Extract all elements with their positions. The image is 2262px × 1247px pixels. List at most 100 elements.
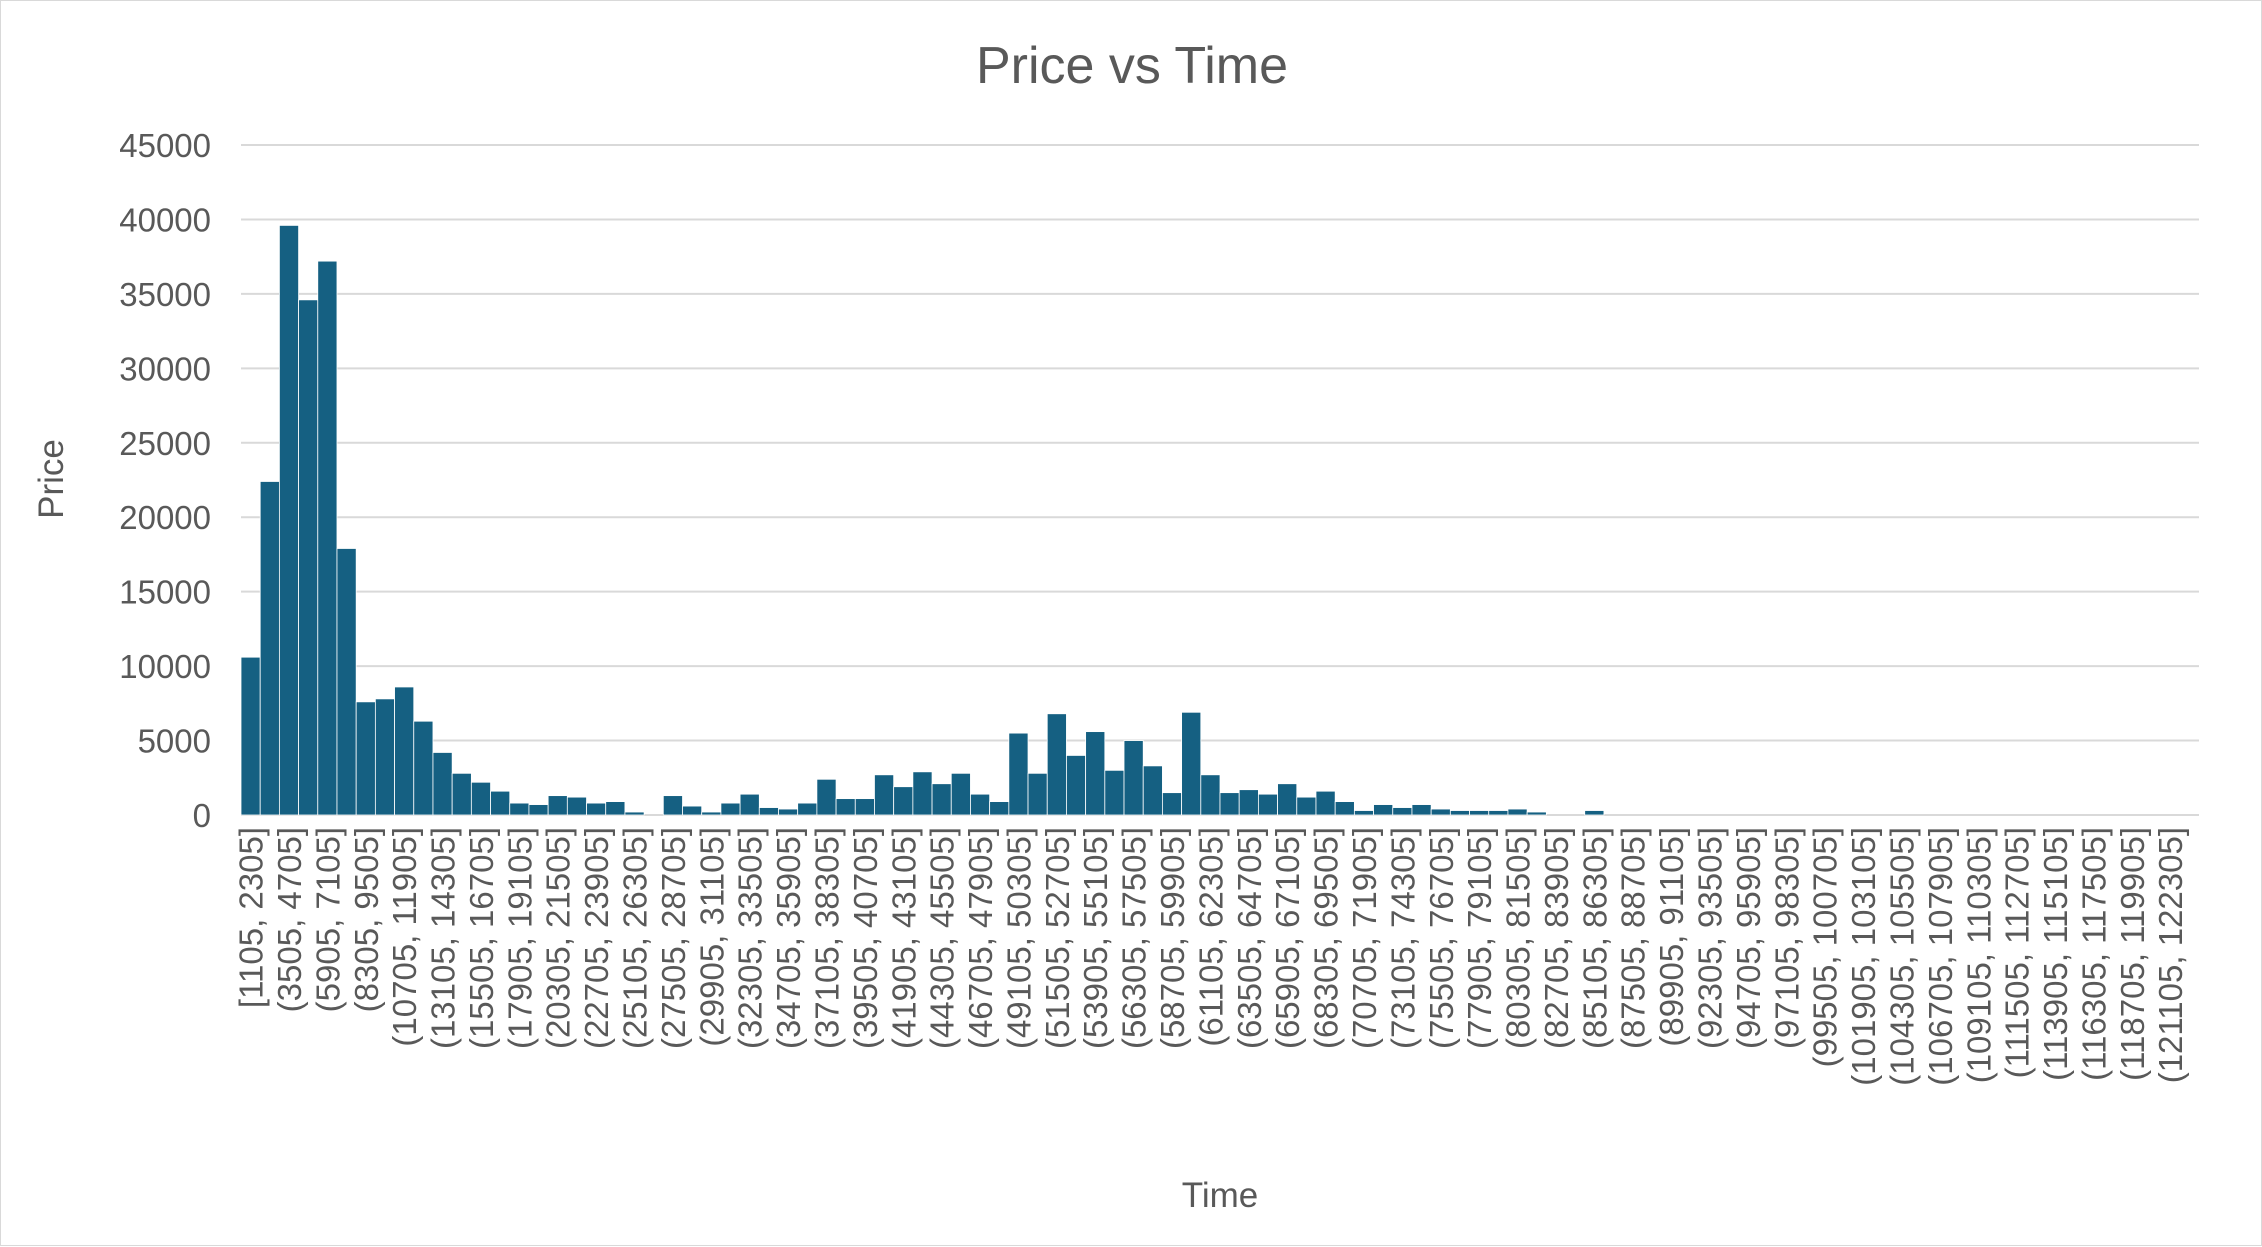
bar: (61105, 62305]: 2700: [1200, 774, 1221, 816]
bar: (9505, 10705]: 7800: [374, 698, 395, 816]
bar: (27505, 28705]: 1300: [662, 795, 683, 816]
bar: (76705, 77905]: 300: [1449, 810, 1470, 816]
bar: [1105, 2305]: 10600: [240, 656, 261, 816]
x-tick-label: (82705, 83905]: [1538, 827, 1575, 1049]
x-tick-label: (87505, 88705]: [1615, 827, 1652, 1049]
x-tick-label: (25105, 26305]: [617, 827, 654, 1049]
bar: (41905, 43105]: 1900: [893, 786, 914, 816]
bar: (44305, 45505]: 2100: [931, 783, 952, 816]
x-tick-label: (46705, 47905]: [962, 827, 999, 1049]
bar: (25105, 26305]: 200: [624, 811, 645, 816]
gridlines: [241, 144, 2199, 816]
x-tick-label: (22705, 23905]: [578, 827, 615, 1049]
x-tick-label: (113905, 115105]: [2037, 827, 2074, 1081]
x-tick-label: (61105, 62305]: [1192, 827, 1229, 1047]
x-tick-label: (3505, 4705]: [271, 827, 308, 1012]
bar: (7105, 8305]: 17900: [336, 548, 357, 816]
bar: (74305, 75505]: 700: [1411, 804, 1432, 816]
y-tick-label: 30000: [119, 350, 211, 387]
x-tick-label: (15505, 16705]: [463, 827, 500, 1049]
bar: (77905, 79105]: 300: [1469, 810, 1490, 816]
x-tick-label: (56305, 57505]: [1116, 827, 1153, 1049]
bar: (15505, 16705]: 2200: [470, 781, 491, 816]
bar: (31105, 32305]: 800: [720, 802, 741, 816]
x-tick-label: (94705, 95905]: [1730, 827, 1767, 1049]
bars: [1105, 2305]: 10600(2305, 3505]: 22400(3…: [240, 224, 1605, 816]
x-tick-label: (116305, 117505]: [2075, 827, 2112, 1081]
y-tick-label: 15000: [119, 574, 211, 611]
bar: (81505, 82705]: 200: [1526, 811, 1547, 816]
bar: (22705, 23905]: 800: [586, 802, 607, 816]
x-tick-label: (70705, 71905]: [1346, 827, 1383, 1049]
bar: (49105, 50305]: 5500: [1008, 732, 1029, 816]
bar: (63505, 64705]: 1700: [1238, 789, 1259, 816]
bar: (75505, 76705]: 400: [1430, 808, 1451, 816]
bar: (5905, 7105]: 37200: [317, 260, 338, 816]
bar: (70705, 71905]: 300: [1353, 810, 1374, 816]
bar: (39505, 40705]: 1100: [854, 798, 875, 816]
bar: (28705, 29905]: 600: [682, 805, 703, 816]
bar: (67105, 68305]: 1200: [1296, 796, 1317, 816]
bar: (3505, 4705]: 39600: [278, 224, 299, 816]
y-tick-label: 20000: [119, 499, 211, 536]
bar: (85105, 86305]: 300: [1584, 810, 1605, 816]
y-tick-label: 40000: [119, 201, 211, 238]
x-tick-label: (32305, 33505]: [732, 827, 769, 1049]
bar: (16705, 17905]: 1600: [490, 790, 511, 816]
x-tick-label: (13105, 14305]: [425, 827, 462, 1049]
x-tick-label: (68305, 69505]: [1308, 827, 1345, 1049]
y-tick-label: 10000: [119, 648, 211, 685]
bar: (64705, 65905]: 1400: [1257, 793, 1278, 816]
chart-title: Price vs Time: [976, 37, 1288, 95]
bar: (33505, 34705]: 500: [758, 807, 779, 816]
x-tick-label: (92305, 93505]: [1692, 827, 1729, 1049]
bar: (69505, 70705]: 900: [1334, 801, 1355, 816]
bar: (11905, 13105]: 6300: [413, 720, 434, 816]
y-tick-label: 0: [193, 797, 211, 834]
bar: (4705, 5905]: 34600: [298, 299, 319, 816]
bar: (23905, 25105]: 900: [605, 801, 626, 816]
x-tick-label: (80305, 81505]: [1500, 827, 1537, 1049]
bar: (46705, 47905]: 1400: [970, 793, 991, 816]
x-tick-label: (20305, 21505]: [540, 827, 577, 1049]
bar: (40705, 41905]: 2700: [874, 774, 895, 816]
x-tick-label: (5905, 7105]: [309, 827, 346, 1012]
x-tick-label: (106705, 107905]: [1922, 827, 1959, 1086]
bar: (38305, 39505]: 1100: [835, 798, 856, 816]
bar: (55105, 56305]: 3000: [1104, 769, 1125, 816]
bar: (34705, 35905]: 400: [778, 808, 799, 816]
x-tick-label: (101905, 103105]: [1845, 827, 1882, 1086]
bar: (59905, 61105]: 6900: [1181, 711, 1202, 816]
bar: (13105, 14305]: 4200: [432, 752, 453, 816]
x-tick-label: (58705, 59905]: [1154, 827, 1191, 1049]
y-axis-title: Price: [32, 439, 71, 519]
x-tick-label: (104305, 105505]: [1883, 827, 1920, 1086]
bar: (2305, 3505]: 22400: [259, 481, 280, 816]
x-tick-label: [1105, 2305]: [233, 827, 270, 1008]
y-tick-label: 45000: [119, 127, 211, 164]
bar: (19105, 20305]: 700: [528, 804, 549, 816]
bar: (14305, 15505]: 2800: [451, 772, 472, 816]
x-tick-label: (49105, 50305]: [1000, 827, 1037, 1049]
x-tick-label: (17905, 19105]: [501, 827, 538, 1049]
y-tick-label: 5000: [138, 723, 211, 760]
bar: (45505, 46705]: 2800: [950, 772, 971, 816]
x-tick-label: (89905, 91105]: [1653, 827, 1690, 1047]
y-tick-label: 35000: [119, 276, 211, 313]
x-tick-label: (8305, 9505]: [348, 827, 385, 1012]
bar: (65905, 67105]: 2100: [1277, 783, 1298, 816]
x-tick-label: (97105, 98305]: [1768, 827, 1805, 1049]
y-axis-ticks: 0 5000 10000 15000 20000 25000 30000 35000 40000…: [119, 127, 211, 834]
x-tick-label: (75505, 76705]: [1423, 827, 1460, 1049]
x-tick-label: (77905, 79105]: [1461, 827, 1498, 1049]
bar: (47905, 49105]: 900: [989, 801, 1010, 816]
x-tick-label: (73105, 74305]: [1384, 827, 1421, 1049]
bar: (50305, 51505]: 2800: [1027, 772, 1048, 816]
x-tick-label: (65905, 67105]: [1269, 827, 1306, 1049]
x-tick-label: (121105, 122305]: [2152, 827, 2189, 1083]
bar: (8305, 9505]: 7600: [355, 701, 376, 816]
bar: (73105, 74305]: 500: [1392, 807, 1413, 816]
bar: (17905, 19105]: 800: [509, 802, 530, 816]
x-tick-label: (27505, 28705]: [655, 827, 692, 1049]
